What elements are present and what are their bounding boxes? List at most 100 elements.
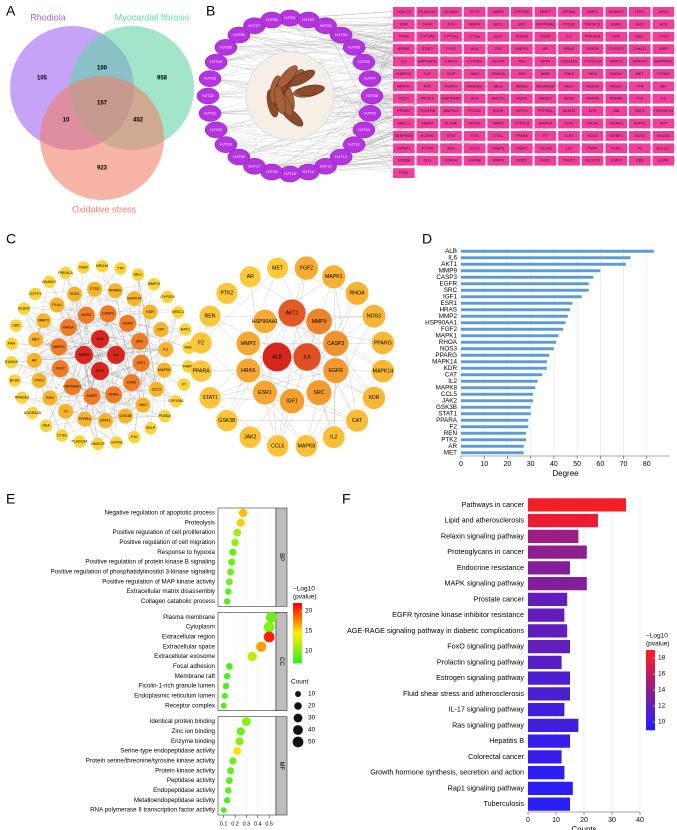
y-tick-label: Endoplasmic reticulum lumen bbox=[134, 693, 215, 700]
target-label: PNMT bbox=[587, 146, 598, 150]
ppi-node bbox=[77, 411, 93, 427]
target-label: SELL bbox=[635, 35, 644, 39]
hub-node bbox=[322, 426, 345, 449]
target-label: CYP3A4 bbox=[467, 60, 482, 64]
target-label: AKT1 bbox=[493, 22, 503, 26]
colorbar-step bbox=[646, 708, 655, 711]
target-node bbox=[605, 131, 627, 141]
ppi-label: HMGCR bbox=[91, 442, 105, 446]
target-node bbox=[487, 31, 509, 42]
hub-label: SRC bbox=[314, 390, 325, 396]
ppi-edge bbox=[115, 290, 132, 383]
target-label: RAF1 bbox=[635, 109, 645, 113]
ppi-node bbox=[91, 362, 109, 380]
target-node bbox=[487, 69, 509, 79]
network-edge bbox=[289, 17, 394, 161]
hub-edge bbox=[277, 268, 358, 421]
network-edge bbox=[238, 34, 394, 49]
dot bbox=[222, 682, 230, 690]
colorbar-step bbox=[293, 624, 302, 626]
target-label: CALM1 bbox=[586, 122, 599, 126]
y-tick-label: Extracellular matrix disassembly bbox=[127, 588, 216, 595]
compound-label: HJT15 bbox=[284, 171, 297, 176]
compound-node bbox=[196, 87, 220, 105]
dot bbox=[228, 558, 236, 566]
facet-strip bbox=[275, 507, 288, 607]
bar bbox=[461, 373, 543, 377]
compound-label: HJT09 bbox=[364, 110, 377, 115]
ppi-edge bbox=[74, 293, 179, 313]
target-node bbox=[440, 93, 462, 104]
target-label: SHH bbox=[471, 97, 479, 101]
target-label: MMP8 bbox=[493, 159, 504, 163]
ppi-label: CBS bbox=[12, 324, 20, 328]
target-node bbox=[416, 143, 439, 154]
target-label: ALDH2 bbox=[563, 109, 575, 113]
target-node bbox=[463, 106, 486, 116]
target-label: TNNT2 bbox=[563, 159, 575, 163]
bar bbox=[461, 301, 573, 305]
target-label: SRD5A2 bbox=[632, 60, 647, 64]
ppi-label: MME bbox=[185, 346, 194, 350]
colorbar-step bbox=[646, 672, 655, 675]
target-label: FGFR4 bbox=[445, 159, 457, 163]
target-node bbox=[440, 118, 462, 129]
target-node bbox=[629, 81, 651, 92]
target-label: SELP bbox=[564, 84, 574, 88]
ppi-node bbox=[161, 290, 174, 304]
target-node bbox=[393, 19, 415, 30]
target-node bbox=[581, 131, 604, 141]
target-label: CHUK bbox=[422, 22, 433, 26]
target-label: MET bbox=[636, 72, 645, 76]
colorbar-step bbox=[646, 676, 655, 679]
hub-node bbox=[253, 309, 277, 334]
colorbar-step bbox=[293, 606, 302, 608]
target-node bbox=[652, 69, 675, 79]
bar bbox=[461, 353, 550, 357]
y-tick-label: HRAS bbox=[440, 306, 458, 313]
target-node bbox=[558, 106, 580, 116]
ppi-label: IL6 bbox=[114, 353, 119, 357]
colorbar-step bbox=[293, 607, 302, 610]
target-label: IGFBP3 bbox=[609, 134, 623, 138]
ppi-node bbox=[142, 304, 158, 320]
y-tick-label: Colorectal cancer bbox=[468, 752, 525, 761]
target-node bbox=[416, 19, 439, 30]
bar bbox=[461, 288, 589, 292]
ppi-label: PAH bbox=[8, 342, 16, 346]
colorbar-step bbox=[646, 690, 655, 693]
herb-slice bbox=[274, 86, 286, 115]
colorbar-step bbox=[646, 674, 655, 677]
colorbar-step bbox=[293, 643, 302, 646]
panel-label: B bbox=[206, 3, 215, 19]
target-node bbox=[629, 143, 651, 154]
target-label: VDR bbox=[612, 35, 620, 39]
ppi-edge bbox=[15, 325, 40, 381]
ppi-edge bbox=[68, 268, 121, 328]
target-node bbox=[558, 56, 580, 67]
target-node bbox=[416, 131, 439, 141]
target-node bbox=[511, 69, 533, 79]
target-node bbox=[558, 131, 580, 141]
target-node bbox=[511, 155, 533, 166]
ppi-label: HSP90AA1 bbox=[63, 385, 81, 389]
target-label: PTK2 bbox=[446, 47, 456, 51]
hub-edge bbox=[201, 268, 278, 344]
ppi-node bbox=[87, 281, 103, 297]
target-label: XIAP bbox=[447, 72, 456, 76]
y-tick-label: Prostate cancer bbox=[474, 594, 525, 603]
ppi-edge bbox=[39, 338, 101, 381]
hub-label: KDR bbox=[368, 395, 379, 401]
hub-label: PTK2 bbox=[220, 291, 233, 297]
target-node bbox=[558, 118, 580, 129]
network-edge bbox=[225, 144, 394, 161]
x-tick-label: 80 bbox=[643, 461, 651, 468]
ppi-node bbox=[5, 356, 18, 369]
target-label: INSR bbox=[659, 47, 668, 51]
target-label: CXCR2 bbox=[539, 146, 552, 150]
hub-label: CAT bbox=[352, 418, 363, 424]
target-label: EGR1 bbox=[611, 22, 621, 26]
colorbar-step bbox=[646, 654, 655, 657]
target-label: HSPE1 bbox=[634, 122, 646, 126]
target-label: MMP13 bbox=[610, 60, 623, 64]
